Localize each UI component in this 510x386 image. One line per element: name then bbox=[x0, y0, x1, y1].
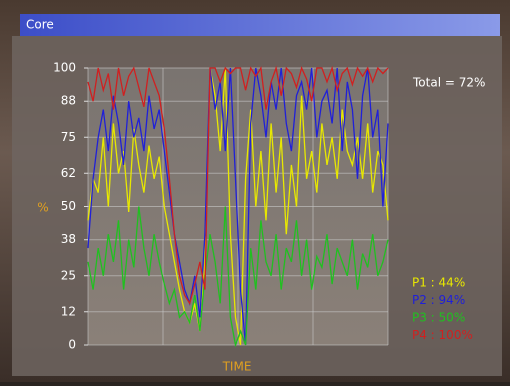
legend-entry: P3 : 50% bbox=[412, 311, 465, 325]
y-axis-label: % bbox=[37, 201, 48, 215]
y-tick-label: 50 bbox=[61, 199, 76, 213]
y-tick-label: 88 bbox=[61, 94, 76, 108]
title-bar[interactable] bbox=[20, 14, 500, 36]
legend-entry: P2 : 94% bbox=[412, 293, 465, 307]
legend-entry: P4 : 100% bbox=[412, 328, 473, 342]
y-tick-label: 0 bbox=[68, 338, 76, 352]
y-tick-label: 25 bbox=[61, 268, 76, 282]
monitor-window: Core Total = 72% % TIME 0 12 25 38 50 62 75 88 1… bbox=[0, 0, 510, 382]
x-axis-label: TIME bbox=[222, 360, 252, 374]
y-tick-label: 12 bbox=[61, 304, 76, 318]
y-tick-label: 100 bbox=[53, 61, 76, 75]
legend-entry: P1 : 44% bbox=[412, 276, 465, 290]
y-tick-label: 75 bbox=[61, 130, 76, 144]
y-tick-label: 38 bbox=[61, 232, 76, 246]
total-label: Total = 72% bbox=[412, 76, 485, 90]
y-tick-label: 62 bbox=[61, 166, 76, 180]
window-title: Core bbox=[26, 18, 54, 32]
